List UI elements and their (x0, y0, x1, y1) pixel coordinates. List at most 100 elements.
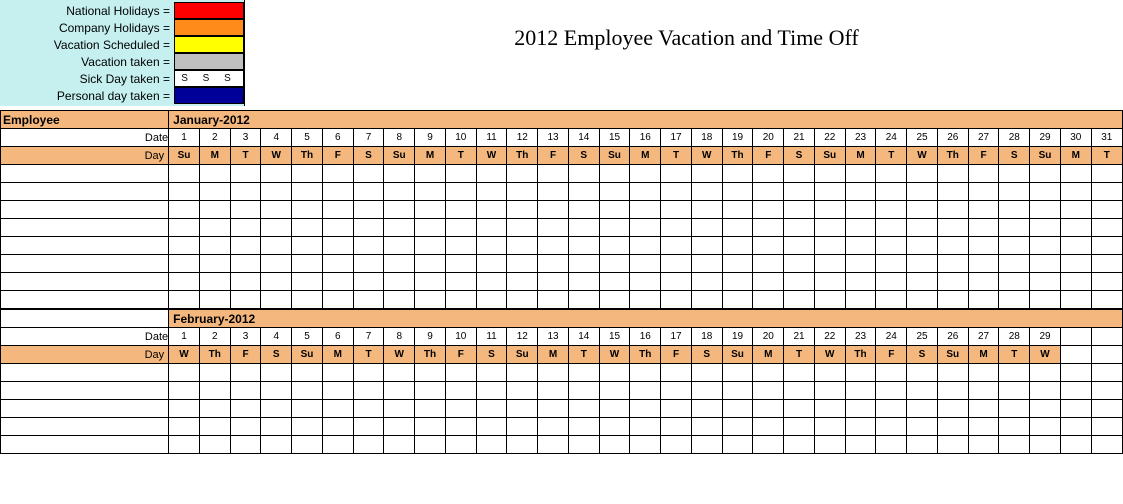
day-of-week-cell[interactable]: M (845, 147, 876, 165)
date-number-cell[interactable]: 27 (968, 328, 999, 346)
day-cell[interactable] (353, 183, 384, 201)
day-cell[interactable] (722, 418, 753, 436)
day-cell[interactable] (384, 400, 415, 418)
date-number-cell[interactable]: 22 (814, 129, 845, 147)
date-number-cell[interactable]: 20 (753, 129, 784, 147)
day-cell[interactable] (999, 237, 1030, 255)
day-cell[interactable] (1060, 255, 1091, 273)
day-cell[interactable] (353, 201, 384, 219)
day-cell[interactable] (661, 201, 692, 219)
day-cell[interactable] (507, 436, 538, 454)
day-cell[interactable] (538, 418, 569, 436)
day-cell[interactable] (476, 255, 507, 273)
date-number-cell[interactable]: 24 (876, 328, 907, 346)
day-cell[interactable] (784, 436, 815, 454)
day-cell[interactable] (199, 237, 230, 255)
day-cell[interactable] (722, 291, 753, 309)
date-number-cell[interactable]: 17 (661, 129, 692, 147)
day-cell[interactable] (845, 201, 876, 219)
day-cell[interactable] (1091, 201, 1122, 219)
date-number-cell[interactable]: 26 (937, 328, 968, 346)
day-of-week-cell[interactable]: S (568, 147, 599, 165)
day-cell[interactable] (322, 219, 353, 237)
day-cell[interactable] (415, 436, 446, 454)
day-cell[interactable] (599, 237, 630, 255)
day-cell[interactable] (199, 364, 230, 382)
day-cell[interactable] (169, 219, 200, 237)
day-cell[interactable] (476, 201, 507, 219)
day-cell[interactable] (415, 418, 446, 436)
day-cell[interactable] (538, 255, 569, 273)
day-cell[interactable] (937, 273, 968, 291)
day-of-week-cell[interactable]: T (999, 346, 1030, 364)
day-cell[interactable] (845, 436, 876, 454)
day-cell[interactable] (261, 418, 292, 436)
day-cell[interactable] (292, 291, 323, 309)
day-of-week-cell[interactable]: W (691, 147, 722, 165)
day-cell[interactable] (261, 201, 292, 219)
day-of-week-cell[interactable]: Th (199, 346, 230, 364)
date-number-cell[interactable]: 25 (907, 129, 938, 147)
day-cell[interactable] (538, 219, 569, 237)
day-of-week-cell[interactable]: W (599, 346, 630, 364)
day-cell[interactable] (691, 400, 722, 418)
day-cell[interactable] (937, 418, 968, 436)
day-cell[interactable] (753, 418, 784, 436)
day-cell[interactable] (1091, 291, 1122, 309)
day-cell[interactable] (476, 382, 507, 400)
day-cell[interactable] (753, 183, 784, 201)
day-cell[interactable] (599, 400, 630, 418)
day-cell[interactable] (1060, 237, 1091, 255)
day-cell[interactable] (784, 165, 815, 183)
day-of-week-cell[interactable]: Th (507, 147, 538, 165)
day-cell[interactable] (814, 382, 845, 400)
day-cell[interactable] (722, 201, 753, 219)
day-cell[interactable] (845, 273, 876, 291)
day-cell[interactable] (907, 364, 938, 382)
day-cell[interactable] (691, 237, 722, 255)
day-cell[interactable] (476, 418, 507, 436)
day-cell[interactable] (353, 400, 384, 418)
day-cell[interactable] (999, 418, 1030, 436)
day-cell[interactable] (415, 291, 446, 309)
day-cell[interactable] (230, 237, 261, 255)
day-of-week-cell[interactable]: Th (292, 147, 323, 165)
day-cell[interactable] (968, 400, 999, 418)
day-cell[interactable] (261, 165, 292, 183)
day-cell[interactable] (968, 183, 999, 201)
day-cell[interactable] (538, 291, 569, 309)
date-number-cell[interactable]: 9 (415, 129, 446, 147)
day-cell[interactable] (384, 382, 415, 400)
day-cell[interactable] (784, 201, 815, 219)
day-cell[interactable] (384, 237, 415, 255)
date-number-cell[interactable]: 8 (384, 328, 415, 346)
day-cell[interactable] (261, 255, 292, 273)
day-cell[interactable] (261, 183, 292, 201)
day-cell[interactable] (568, 291, 599, 309)
day-of-week-cell[interactable]: M (322, 346, 353, 364)
day-cell[interactable] (415, 364, 446, 382)
day-of-week-cell[interactable]: W (384, 346, 415, 364)
employee-cell[interactable] (1, 255, 169, 273)
day-cell[interactable] (415, 255, 446, 273)
day-cell[interactable] (845, 291, 876, 309)
day-cell[interactable] (661, 418, 692, 436)
day-cell[interactable] (784, 183, 815, 201)
date-number-cell[interactable]: 20 (753, 328, 784, 346)
day-cell[interactable] (445, 237, 476, 255)
day-cell[interactable] (415, 219, 446, 237)
employee-cell[interactable] (1, 291, 169, 309)
day-cell[interactable] (292, 418, 323, 436)
day-cell[interactable] (353, 382, 384, 400)
day-cell[interactable] (599, 382, 630, 400)
date-number-cell[interactable]: 4 (261, 129, 292, 147)
date-number-cell[interactable]: 13 (538, 129, 569, 147)
day-cell[interactable] (230, 273, 261, 291)
day-cell[interactable] (415, 237, 446, 255)
date-number-cell[interactable]: 23 (845, 129, 876, 147)
date-number-cell[interactable]: 1 (169, 129, 200, 147)
date-number-cell[interactable]: 25 (907, 328, 938, 346)
day-cell[interactable] (691, 418, 722, 436)
date-number-cell[interactable]: 15 (599, 129, 630, 147)
day-cell[interactable] (876, 237, 907, 255)
